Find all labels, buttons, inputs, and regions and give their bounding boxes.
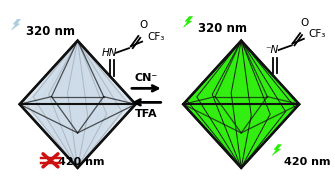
Polygon shape <box>231 41 251 168</box>
Polygon shape <box>33 41 122 168</box>
Polygon shape <box>68 41 88 168</box>
Polygon shape <box>20 41 136 168</box>
Text: CN⁻: CN⁻ <box>134 73 157 83</box>
Text: 320 nm: 320 nm <box>26 25 75 38</box>
Polygon shape <box>212 41 270 168</box>
Polygon shape <box>49 41 107 168</box>
Text: TFA: TFA <box>135 109 157 119</box>
Polygon shape <box>272 144 281 155</box>
Text: HN: HN <box>102 47 117 58</box>
Polygon shape <box>23 41 132 168</box>
Polygon shape <box>197 41 286 168</box>
Polygon shape <box>187 41 296 168</box>
Polygon shape <box>197 41 286 168</box>
Text: O: O <box>301 18 309 28</box>
Text: 420 nm: 420 nm <box>58 157 105 167</box>
Text: CF₃: CF₃ <box>148 32 165 42</box>
Text: 320 nm: 320 nm <box>198 22 247 35</box>
Text: ⁻N: ⁻N <box>265 45 279 55</box>
Polygon shape <box>184 16 193 27</box>
Polygon shape <box>33 41 122 168</box>
Text: CF₃: CF₃ <box>309 29 326 39</box>
Polygon shape <box>11 19 21 30</box>
Polygon shape <box>49 41 107 168</box>
Polygon shape <box>187 41 296 168</box>
Polygon shape <box>212 41 270 168</box>
Polygon shape <box>23 41 132 168</box>
Text: 420 nm: 420 nm <box>284 157 331 167</box>
Text: O: O <box>139 20 147 30</box>
Polygon shape <box>183 41 299 168</box>
Polygon shape <box>68 41 88 168</box>
Polygon shape <box>231 41 251 168</box>
